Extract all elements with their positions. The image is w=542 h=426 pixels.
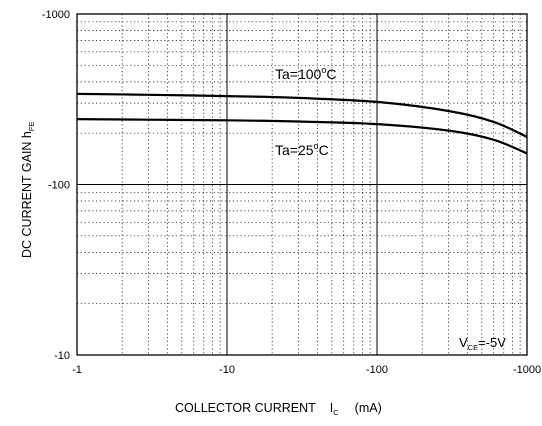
y-axis-title: DC CURRENT GAIN hFE — [20, 122, 36, 258]
y-tick-label: -100 — [48, 180, 70, 192]
x-axis-title: COLLECTOR CURRENT IC (mA) — [175, 401, 382, 417]
x-tick-label: -100 — [366, 364, 388, 376]
x-tick-label: -1 — [72, 364, 82, 376]
x-tick-label: -1000 — [513, 364, 541, 376]
series-label-ta25: Ta=25oC — [275, 141, 329, 158]
series-lines — [76, 92, 528, 155]
x-tick-label: -10 — [219, 364, 235, 376]
series-line-0 — [76, 92, 528, 139]
vce-annotation: VCE=-5V — [459, 335, 506, 352]
minor-gridlines — [77, 14, 527, 355]
y-tick-label: -1000 — [42, 9, 70, 21]
y-tick-labels: -10 -100 -1000 — [42, 9, 70, 362]
x-tick-labels: -1 -10 -100 -1000 — [72, 364, 541, 376]
series-line-1 — [76, 118, 528, 155]
major-gridlines — [77, 14, 527, 355]
y-tick-label: -10 — [54, 350, 70, 362]
plot-frame — [76, 13, 528, 356]
series-label-ta100: Ta=100oC — [275, 65, 336, 82]
